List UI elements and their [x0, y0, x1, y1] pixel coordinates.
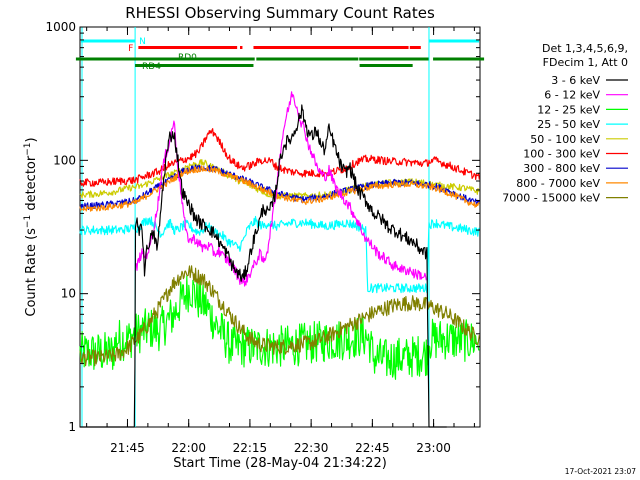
y-tick-label-2: 100: [53, 153, 76, 167]
chart-title: RHESSI Observing Summary Count Rates: [125, 4, 435, 22]
legend-label-2: 12 - 25 keV: [537, 103, 600, 116]
plot-area: NF RD0 RD4 1 10 100 1000 21:45 22:00 22:15 22:30 2…: [45, 20, 485, 455]
series-line-1: [134, 91, 427, 287]
series-line-3: [79, 215, 480, 294]
x-tick-label-3: 22:30: [294, 441, 329, 455]
y-tick-label-3: 1000: [45, 20, 76, 34]
legend-header-line-1: Det 1,3,4,5,6,9,: [542, 42, 628, 55]
y-tick-label-1: 10: [61, 287, 76, 301]
series-lines: [79, 91, 480, 428]
legend-label-8: 7000 - 15000 keV: [502, 192, 600, 205]
x-tick-label-2: 22:15: [233, 441, 268, 455]
y-axis-label-end: ): [24, 137, 39, 142]
legend-label-1: 6 - 12 keV: [544, 89, 600, 102]
legend-label-6: 300 - 800 keV: [523, 162, 600, 175]
legend-label-3: 25 - 50 keV: [537, 118, 600, 131]
x-tick-label-1: 22:00: [171, 441, 206, 455]
y-axis-label-main: Count Rate (s: [24, 228, 39, 317]
x-tick-label-0: 21:45: [110, 441, 145, 455]
series-line-0: [80, 104, 447, 428]
y-axis-label-exponent: −1: [23, 215, 33, 228]
footer-date: 17-Oct-2021 23:07: [565, 467, 636, 476]
series-line-4: [79, 159, 480, 200]
x-axis-label: Start Time (28-May-04 21:34:22): [173, 456, 387, 471]
y-axis-label-exponent-2: −1: [23, 142, 33, 155]
flag-label-rd0: RD0: [178, 53, 197, 63]
legend-header-line-2: FDecim 1, Att 0: [543, 56, 628, 69]
flag-label-rd4: RD4: [142, 62, 161, 72]
x-tick-label-5: 23:00: [416, 441, 451, 455]
status-flags: NF RD0 RD4: [75, 37, 485, 72]
legend-label-7: 800 - 7000 keV: [516, 177, 600, 190]
x-tick-label-4: 22:45: [355, 441, 390, 455]
y-tick-label-0: 1: [68, 420, 76, 434]
axis-ticks: 1 10 100 1000 21:45 22:00 22:15 22:30 22:45 23:00: [45, 20, 480, 455]
series-line-7: [79, 165, 480, 212]
flag-label-flare: F: [128, 44, 133, 54]
legend: Det 1,3,4,5,6,9, FDecim 1, Att 0 3 - 6 k…: [502, 42, 628, 205]
y-axis-label: Count Rate (s−1 detector−1): [23, 137, 39, 316]
legend-label-4: 50 - 100 keV: [530, 133, 600, 146]
y-axis-label-middle: detector: [24, 155, 39, 215]
legend-label-5: 100 - 300 keV: [523, 148, 600, 161]
flag-label-night: N: [139, 37, 146, 47]
legend-label-0: 3 - 6 keV: [551, 74, 600, 87]
series-line-8: [79, 265, 480, 367]
